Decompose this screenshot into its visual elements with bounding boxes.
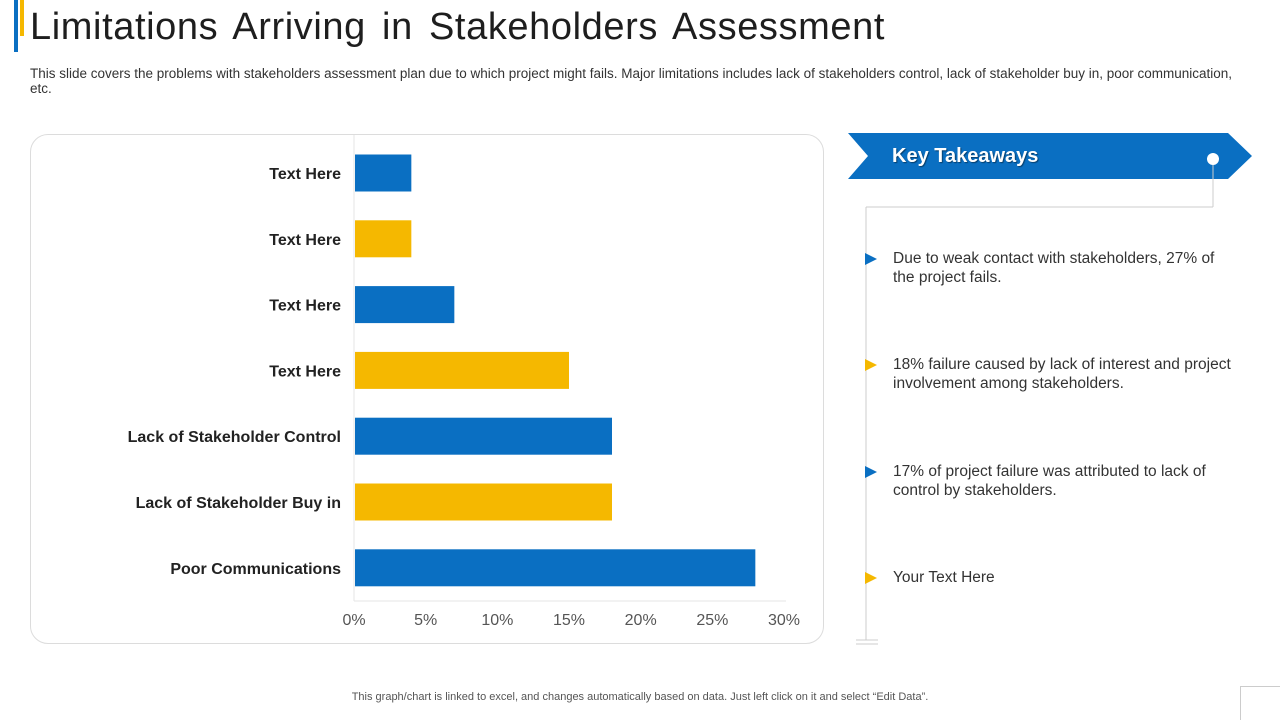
corner-mark [1240,686,1241,720]
chart-bar[interactable] [355,483,612,521]
chart-bar[interactable] [355,154,412,192]
category-label: Lack of Stakeholder Control [128,429,341,446]
takeaway-text: Due to weak contact with stakeholders, 2… [893,250,1215,286]
chart-card: Text Here Text Here Text Here Text Here Lack… [30,134,824,644]
x-tick-label: 5% [414,612,437,629]
takeaway-text: 18% failure caused by lack of interest a… [893,356,1231,392]
x-tick-label: 15% [553,612,585,629]
corner-mark [1240,686,1280,687]
connector-dot [1207,153,1219,165]
takeaway-arrow-icon [865,359,877,371]
chart-bar[interactable] [355,417,612,455]
takeaway-text: Your Text Here [893,569,995,586]
chart-bar[interactable] [355,351,569,389]
x-tick-label: 10% [481,612,513,629]
bar-chart[interactable]: Text Here Text Here Text Here Text Here Lack… [31,135,825,645]
category-label: Text Here [269,232,341,249]
banner-shape [848,133,1252,179]
x-tick-label: 20% [625,612,657,629]
takeaway-arrow-icon [865,572,877,584]
takeaway-arrow-icon [865,466,877,478]
takeaways-title: Key Takeaways [892,145,1039,167]
chart-bar[interactable] [355,286,455,324]
title-accent-yellow [20,0,24,36]
x-tick-label: 0% [342,612,365,629]
chart-bar[interactable] [355,220,412,258]
slide-subtitle: This slide covers the problems with stak… [30,66,1233,96]
slide-title: Limitations Arriving in Stakeholders Ass… [30,6,886,48]
takeaway-text: 17% of project failure was attributed to… [893,463,1206,499]
takeaways-connector [856,153,1219,645]
x-tick-label: 25% [696,612,728,629]
footer-note: This graph/chart is linked to excel, and… [351,691,929,703]
takeaway-arrow-icon [865,253,877,265]
category-label: Text Here [269,298,341,315]
category-label: Text Here [269,363,341,380]
category-label: Poor Communications [170,561,341,578]
takeaways-banner [848,133,1252,179]
category-label: Lack of Stakeholder Buy in [136,495,341,512]
x-tick-label: 30% [768,612,800,629]
category-label: Text Here [269,166,341,183]
chart-bar[interactable] [355,549,756,587]
title-accent-blue [14,0,18,52]
